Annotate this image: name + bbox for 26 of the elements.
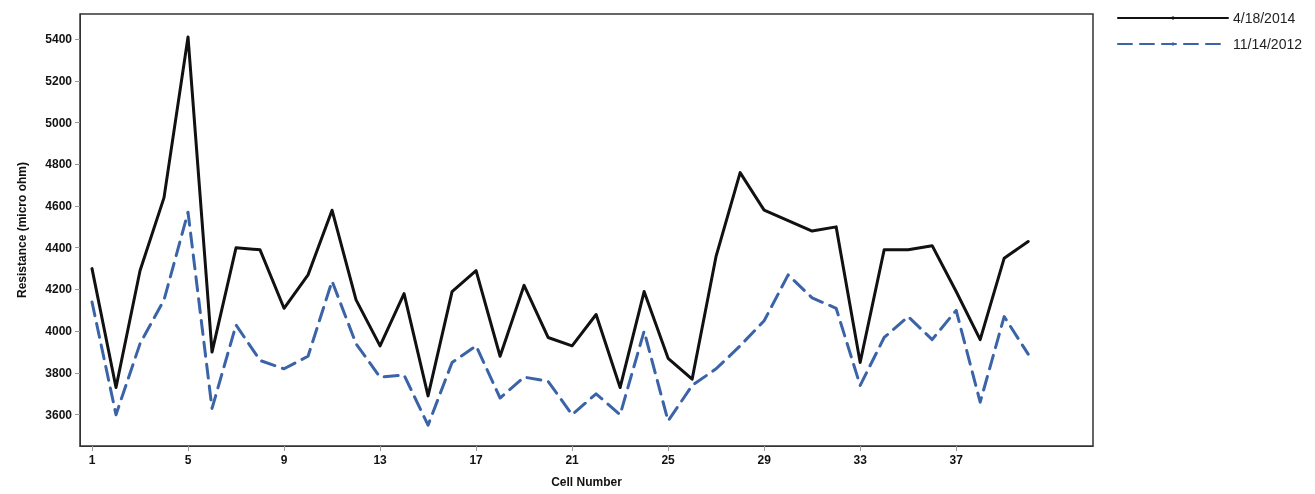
y-tick-label: 4000 xyxy=(45,324,73,339)
y-tick-label: 5400 xyxy=(45,32,73,47)
x-tick-label: 5 xyxy=(184,453,192,467)
y-tick-label: 5000 xyxy=(45,115,73,130)
x-tick-label: 17 xyxy=(469,453,484,467)
y-tick-label: 4400 xyxy=(45,240,73,255)
x-tick-label: 9 xyxy=(280,453,288,467)
x-tick-label: 29 xyxy=(757,453,772,467)
line-series xyxy=(90,210,1030,427)
y-tick-label: 4600 xyxy=(45,199,73,213)
x-tick-label: 21 xyxy=(565,453,580,467)
x-axis-title: Cell Number xyxy=(551,475,623,489)
text: 11/14/2012 xyxy=(1232,36,1303,52)
y-tick-label: 3600 xyxy=(45,407,73,422)
x-tick-label: 1 xyxy=(88,453,96,467)
x-tick-label: 33 xyxy=(853,453,868,467)
x-tick-label: 37 xyxy=(949,453,964,467)
x-tick-label: 13 xyxy=(373,453,388,467)
line-series xyxy=(90,35,1030,398)
x-tick-label: 25 xyxy=(661,453,676,467)
text: 4/18/2014 xyxy=(1232,10,1296,26)
y-tick-label: 3800 xyxy=(45,365,73,380)
y-axis-title: Resistance (micro ohm) xyxy=(15,161,29,299)
y-tick-label: 5200 xyxy=(45,73,73,88)
y-tick-label: 4800 xyxy=(45,157,73,172)
y-tick-label: 4200 xyxy=(45,282,73,297)
